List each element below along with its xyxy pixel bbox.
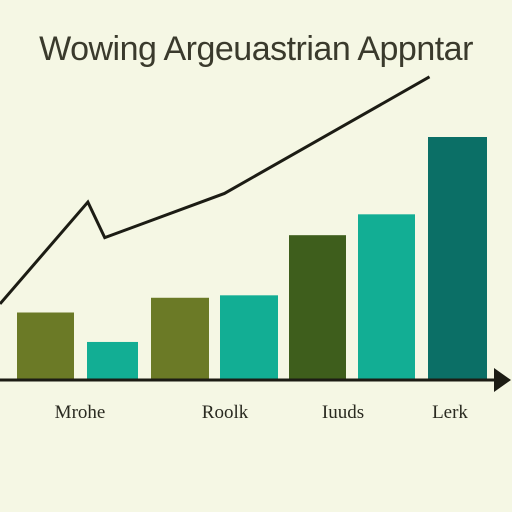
bar: [428, 137, 487, 380]
x-axis-arrow: [494, 368, 511, 392]
x-tick-label: Lerk: [432, 402, 468, 423]
x-tick-label: Roolk: [202, 402, 249, 423]
bar: [87, 341, 138, 380]
bar: [220, 295, 278, 380]
bar: [289, 235, 346, 380]
x-tick-label: Iuuds: [322, 402, 364, 423]
bar: [17, 312, 74, 380]
x-tick-label: Mrohe: [55, 402, 106, 423]
chart-title: Wowing Argeuastrian Appntar: [39, 30, 473, 68]
trend-line: [0, 75, 431, 305]
bar: [151, 297, 209, 380]
bar: [358, 214, 415, 380]
